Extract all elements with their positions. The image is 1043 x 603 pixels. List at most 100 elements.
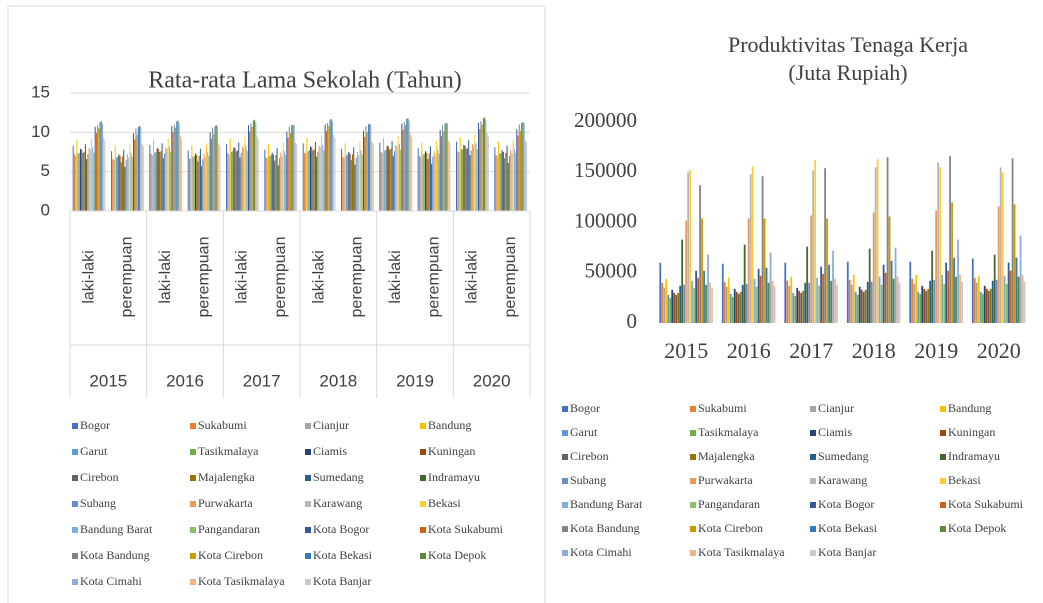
y-tick-label: 0 [627,309,638,333]
bar [345,155,347,211]
bar [917,291,920,323]
legend-swatch [690,454,696,460]
bar [195,153,197,211]
bar [524,140,526,211]
group-label: 2016 [166,371,204,390]
bar [975,282,978,323]
bar [504,158,506,211]
bar [334,137,336,211]
legend-swatch [190,527,196,533]
x-tick-label: perempuan [502,237,519,318]
bar [985,288,988,323]
bar [81,149,83,211]
legend-swatch [940,430,946,436]
bar [123,149,125,211]
bar [913,283,916,323]
x-tick-label: 2020 [977,338,1021,363]
bar [834,278,836,323]
bar [191,144,193,211]
bar [1023,281,1026,323]
bar [437,149,439,211]
bar [324,124,326,211]
bar [671,289,674,323]
bar [226,144,228,211]
legend-label: Pangandaran [198,522,260,536]
chart-title: Produktivitas Tenaga Kerja [728,32,968,57]
bar [174,127,177,211]
bar [858,286,861,323]
bar [256,135,258,211]
legend-swatch [190,579,196,585]
bar [314,141,316,211]
bar [403,122,405,211]
bar [77,153,79,211]
bar [500,152,502,211]
bar [302,143,304,211]
bar [232,151,234,211]
bar [816,277,819,323]
bar [98,128,100,211]
bar [794,295,797,323]
bar [523,122,525,211]
legend-label: Ciamis [818,425,852,439]
bar [1007,262,1010,323]
bar [470,150,472,211]
bar [526,141,528,211]
bar [293,125,295,211]
bar [358,155,360,211]
bar [860,289,863,323]
bar [460,149,462,211]
legend-label: Purwakarta [698,473,753,487]
group-label: 2017 [243,371,281,390]
legend-label: Kota Depok [428,548,486,562]
bar [252,120,254,211]
bar [197,161,199,211]
bar [199,148,201,211]
x-tick-label: laki-laki [157,250,174,303]
legend-label: Kota Bandung [570,521,640,535]
bar [446,123,449,211]
bar [463,144,465,211]
x-tick-label: perempuan [195,237,212,318]
bar [353,147,355,211]
bar [429,146,431,211]
bar [381,152,383,211]
bar [997,206,1000,323]
bar [747,218,750,323]
bar [418,155,420,211]
bar [370,124,372,211]
bar [989,288,992,323]
bar [310,146,312,211]
bar [786,280,789,323]
bar [945,262,947,323]
legend-swatch [72,553,78,559]
legend-label: Sukabumi [198,418,247,432]
bar [699,185,701,323]
bar [854,291,857,323]
x-tick-label: laki-laki [464,250,481,303]
legend-swatch [72,501,78,507]
legend-label: Kota Sukabumi [948,497,1024,511]
bar [188,158,190,211]
bar [955,276,957,323]
bar [394,151,396,211]
legend-label: Majalengka [698,449,755,463]
bar [282,142,284,211]
bar [117,156,119,211]
bar [201,166,203,211]
bar [269,155,271,211]
bar [285,155,287,211]
bar [882,264,885,323]
legend-label: Subang [80,496,116,510]
bar [249,131,251,211]
bar [136,134,138,211]
legend-label: Kota Cirebon [198,548,263,562]
bar [90,138,93,211]
bar [808,282,811,323]
bar [384,150,386,211]
bar [802,290,805,323]
bar [319,147,321,211]
bar [426,152,428,211]
bar [824,168,826,323]
bar [1011,158,1014,323]
